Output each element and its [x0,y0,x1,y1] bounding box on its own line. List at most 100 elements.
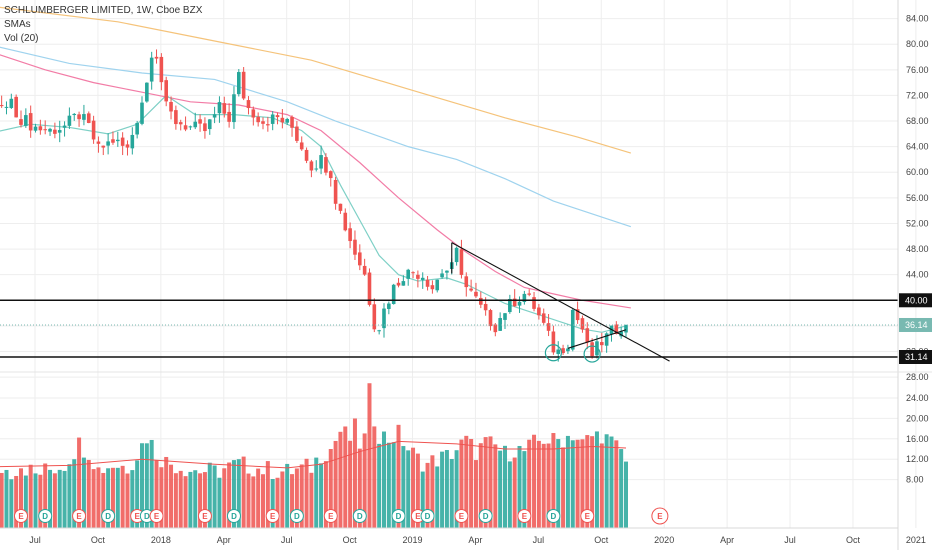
candle-body[interactable] [169,101,173,112]
candle-body[interactable] [454,247,459,263]
candle-body[interactable] [4,106,9,108]
candle-body[interactable] [600,342,604,346]
candle-body[interactable] [387,303,391,309]
candle-body[interactable] [261,121,265,124]
candle-body[interactable] [570,309,575,350]
candle-body[interactable] [198,119,202,124]
candle-body[interactable] [203,123,207,132]
candle-body[interactable] [590,342,594,357]
candle-body[interactable] [57,130,62,133]
candle-body[interactable] [377,330,381,332]
candle-body[interactable] [149,57,154,82]
indicator-volume[interactable]: Vol (20) [4,33,39,44]
dividend-marker-icon[interactable]: D [352,509,367,523]
candle-body[interactable] [145,82,149,102]
candle-body[interactable] [324,157,328,173]
candle-body[interactable] [391,284,396,305]
dividend-marker-icon[interactable]: D [420,509,435,523]
candle-body[interactable] [38,126,43,131]
earnings-marker-icon[interactable]: E [580,509,595,523]
candle-body[interactable] [19,119,23,125]
candle-body[interactable] [604,333,609,346]
candle-body[interactable] [120,137,125,146]
candle-body[interactable] [479,297,483,305]
candle-body[interactable] [328,171,333,179]
candle-body[interactable] [425,279,430,287]
candle-body[interactable] [546,323,551,331]
candle-body[interactable] [241,71,246,99]
candle-body[interactable] [532,297,536,309]
dividend-marker-icon[interactable]: D [546,509,561,523]
candle-body[interactable] [48,128,52,132]
earnings-marker-icon[interactable]: E [197,509,212,523]
candle-body[interactable] [24,115,28,126]
candle-body[interactable] [222,103,227,114]
dividend-marker-icon[interactable]: D [478,509,493,523]
candle-body[interactable] [411,272,415,274]
candle-body[interactable] [178,122,183,125]
candle-body[interactable] [493,324,498,333]
candle-body[interactable] [333,179,338,204]
earnings-marker-icon[interactable]: E [130,509,145,523]
candle-body[interactable] [537,307,541,316]
event-layer[interactable]: EEDEDEDEEDEDEDDEDEDEDEE [0,507,669,525]
candle-body[interactable] [14,96,18,118]
candle-body[interactable] [43,129,47,131]
candle-body[interactable] [420,277,425,280]
candle-body[interactable] [459,249,464,275]
candle-body[interactable] [299,142,304,150]
candle-body[interactable] [72,113,77,116]
candle-body[interactable] [232,94,236,123]
drawing-layer[interactable] [0,242,898,363]
earnings-marker-icon[interactable]: E [323,509,338,523]
earnings-marker-icon[interactable]: E [517,509,532,523]
candle-body[interactable] [483,303,488,311]
candle-body[interactable] [314,168,319,170]
candle-body[interactable] [217,102,222,114]
candle-body[interactable] [28,113,33,131]
candle-body[interactable] [488,310,493,327]
pattern-circle[interactable] [583,345,601,363]
candle-body[interactable] [106,141,110,146]
candle-body[interactable] [295,126,299,141]
candle-body[interactable] [362,265,367,275]
candle-body[interactable] [96,141,101,144]
candle-body[interactable] [164,80,168,102]
candle-body[interactable] [541,313,546,323]
earnings-marker-icon[interactable]: E [14,509,28,523]
candle-body[interactable] [464,276,469,288]
candle-body[interactable] [275,115,280,118]
candle-body[interactable] [135,122,139,135]
candle-body[interactable] [188,126,193,128]
candle-body[interactable] [401,281,406,286]
candle-body[interactable] [358,252,362,266]
candle-body[interactable] [585,328,590,343]
candle-body[interactable] [304,149,309,161]
candle-body[interactable] [619,331,623,337]
ascending-trendline[interactable] [567,329,627,349]
candle-body[interactable] [280,117,285,123]
candle-body[interactable] [82,114,86,120]
candle-body[interactable] [512,298,517,307]
candle-body[interactable] [348,228,352,242]
candle-body[interactable] [62,125,67,128]
candle-body[interactable] [624,324,628,333]
candle-body[interactable] [367,272,372,305]
candle-body[interactable] [469,288,473,291]
candle-body[interactable] [522,293,527,302]
candle-body[interactable] [285,118,289,123]
candle-body[interactable] [338,203,343,211]
candle-body[interactable] [503,313,507,320]
candle-body[interactable] [130,134,135,149]
earnings-marker-icon[interactable]: E [651,507,669,525]
candle-body[interactable] [227,111,231,122]
pattern-circle[interactable] [544,344,563,362]
candle-body[interactable] [212,114,217,118]
candle-body[interactable] [440,273,444,278]
candle-body[interactable] [416,274,420,279]
candle-body[interactable] [0,105,4,107]
candle-body[interactable] [33,126,38,131]
candle-body[interactable] [251,109,256,118]
candle-body[interactable] [246,100,251,109]
